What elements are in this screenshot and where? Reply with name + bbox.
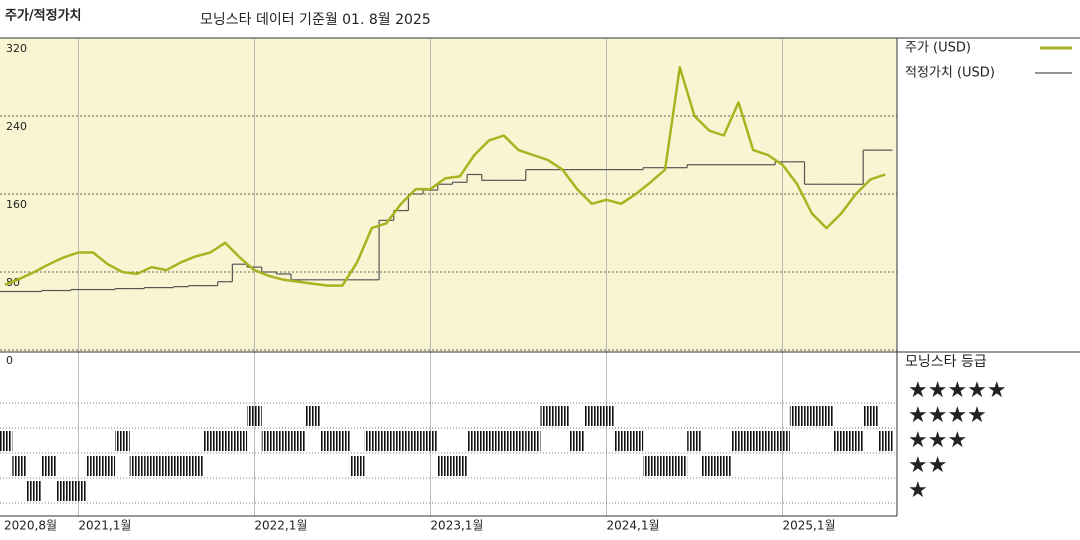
rating-bar (496, 431, 512, 451)
rating-bar (217, 431, 233, 451)
rating-bar (41, 456, 57, 476)
x-tick-label: 2024,1월 (606, 519, 659, 533)
rating-bar (481, 431, 497, 451)
rating-bar (789, 406, 805, 426)
rating-bar (379, 431, 394, 451)
rating-bar (12, 456, 28, 476)
rating-bar (672, 456, 688, 476)
rating-bar (159, 456, 174, 476)
chart-title: 주가/적정가치 (5, 8, 82, 24)
rating-bar (203, 431, 218, 451)
rating-bar (393, 431, 409, 451)
x-tick-label: 2023,1월 (430, 519, 483, 533)
rating-bar (27, 481, 42, 501)
rating-bar (291, 431, 306, 451)
y-tick-label: 240 (6, 120, 27, 133)
x-tick-label: 2022,1월 (254, 519, 307, 533)
rating-bar (335, 431, 350, 451)
rating-bar (0, 431, 13, 451)
rating-bar (833, 431, 849, 451)
rating-bar (247, 406, 262, 426)
rating-bar (364, 431, 380, 451)
rating-title: 모닝스타 등급 (905, 354, 987, 370)
rating-bar (760, 431, 776, 451)
rating-bar (599, 406, 614, 426)
rating-bar (305, 406, 321, 426)
rating-bar (731, 431, 746, 451)
rating-bar (71, 481, 86, 501)
rating-bar (320, 431, 336, 451)
rating-bar (85, 456, 101, 476)
rating-bar (819, 406, 834, 426)
chart-subtitle: 모닝스타 데이터 기준월 01. 8월 2025 (200, 12, 431, 28)
x-tick-label: 2025,1월 (783, 519, 836, 533)
rating-label: ★★★ (908, 428, 967, 453)
rating-bar (643, 456, 658, 476)
rating-bar (628, 431, 644, 451)
y-tick-label: 160 (6, 198, 27, 211)
rating-bar (408, 431, 424, 451)
rating-bar (188, 456, 204, 476)
rating-bar (115, 431, 130, 451)
rating-bar (261, 431, 277, 451)
rating-bar (775, 431, 790, 451)
rating-bar (173, 456, 189, 476)
rating-label: ★★ (908, 453, 947, 478)
legend-label: 주가 (USD) (905, 41, 971, 56)
rating-label: ★★★★★ (908, 378, 1007, 403)
rating-bar (437, 456, 453, 476)
x-tick-label: 2020,8월 (4, 519, 57, 533)
rating-bar (745, 431, 761, 451)
rating-bar (232, 431, 248, 451)
rating-bar (687, 431, 702, 451)
rating-bar (511, 431, 526, 451)
rating-bar (584, 406, 600, 426)
rating-bar (555, 406, 570, 426)
rating-bar (569, 431, 585, 451)
rating-bar (613, 431, 629, 451)
rating-bar (452, 456, 468, 476)
rating-bar (100, 456, 116, 476)
rating-bar (540, 406, 556, 426)
y-tick-label: 0 (6, 354, 13, 367)
rating-label: ★ (908, 478, 928, 503)
rating-bar (129, 456, 145, 476)
rating-bar (804, 406, 820, 426)
rating-bar (144, 456, 160, 476)
rating-bar (657, 456, 673, 476)
rating-bar (349, 456, 365, 476)
price-line (4, 66, 886, 287)
rating-bar (423, 431, 438, 451)
rating-bar (467, 431, 482, 451)
rating-label: ★★★★ (908, 403, 987, 428)
rating-bar (701, 456, 717, 476)
rating-bar (525, 431, 541, 451)
y-tick-label: 320 (6, 42, 27, 55)
rating-bar (56, 481, 72, 501)
legend-label: 적정가치 (USD) (905, 66, 995, 81)
rating-bar (848, 431, 864, 451)
rating-bar (863, 406, 878, 426)
rating-bar (877, 431, 893, 451)
rating-bar (716, 456, 732, 476)
price-panel (0, 38, 897, 352)
rating-bar (276, 431, 292, 451)
x-tick-label: 2021,1월 (78, 519, 131, 533)
